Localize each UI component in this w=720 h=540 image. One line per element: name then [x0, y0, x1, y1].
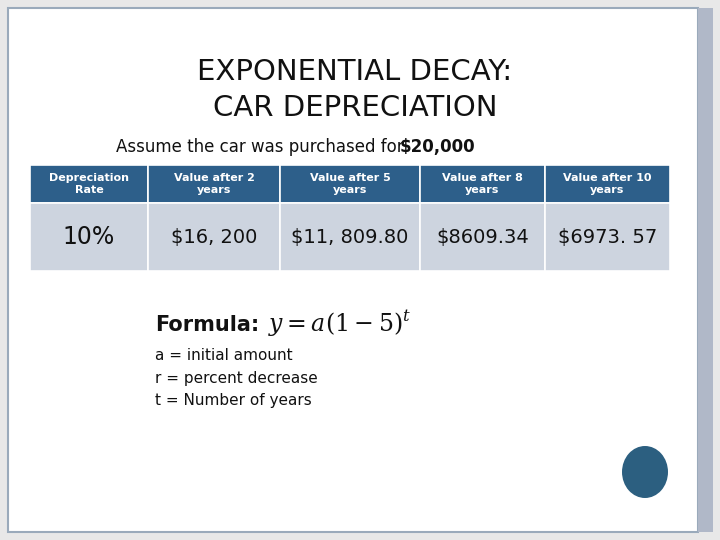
Text: $20,000: $20,000	[400, 138, 476, 156]
Text: Formula:: Formula:	[155, 315, 259, 335]
Text: t = Number of years: t = Number of years	[155, 393, 312, 408]
Text: Value after 8
years: Value after 8 years	[442, 173, 523, 195]
FancyBboxPatch shape	[30, 165, 148, 203]
FancyBboxPatch shape	[420, 203, 545, 271]
FancyBboxPatch shape	[148, 165, 280, 203]
Ellipse shape	[622, 446, 668, 498]
Text: r = percent decrease: r = percent decrease	[155, 370, 318, 386]
Text: CAR DEPRECIATION: CAR DEPRECIATION	[212, 94, 498, 122]
Text: $11, 809.80: $11, 809.80	[292, 227, 409, 246]
Text: $y = a(1-5)^t$: $y = a(1-5)^t$	[268, 308, 411, 338]
FancyBboxPatch shape	[280, 203, 420, 271]
Text: Depreciation
Rate: Depreciation Rate	[49, 173, 129, 195]
Text: Value after 5
years: Value after 5 years	[310, 173, 390, 195]
Text: a = initial amount: a = initial amount	[155, 348, 292, 363]
Text: $16, 200: $16, 200	[171, 227, 257, 246]
Text: Assume the car was purchased for: Assume the car was purchased for	[116, 138, 409, 156]
FancyBboxPatch shape	[420, 165, 545, 203]
Text: 10%: 10%	[63, 225, 115, 249]
Text: $6973. 57: $6973. 57	[558, 227, 657, 246]
FancyBboxPatch shape	[8, 8, 698, 532]
FancyBboxPatch shape	[30, 203, 148, 271]
Text: Value after 10
years: Value after 10 years	[563, 173, 652, 195]
Text: Value after 2
years: Value after 2 years	[174, 173, 254, 195]
FancyBboxPatch shape	[545, 165, 670, 203]
FancyBboxPatch shape	[698, 8, 713, 532]
FancyBboxPatch shape	[148, 203, 280, 271]
Text: EXPONENTIAL DECAY:: EXPONENTIAL DECAY:	[197, 58, 513, 86]
FancyBboxPatch shape	[545, 203, 670, 271]
Text: $8609.34: $8609.34	[436, 227, 529, 246]
FancyBboxPatch shape	[280, 165, 420, 203]
